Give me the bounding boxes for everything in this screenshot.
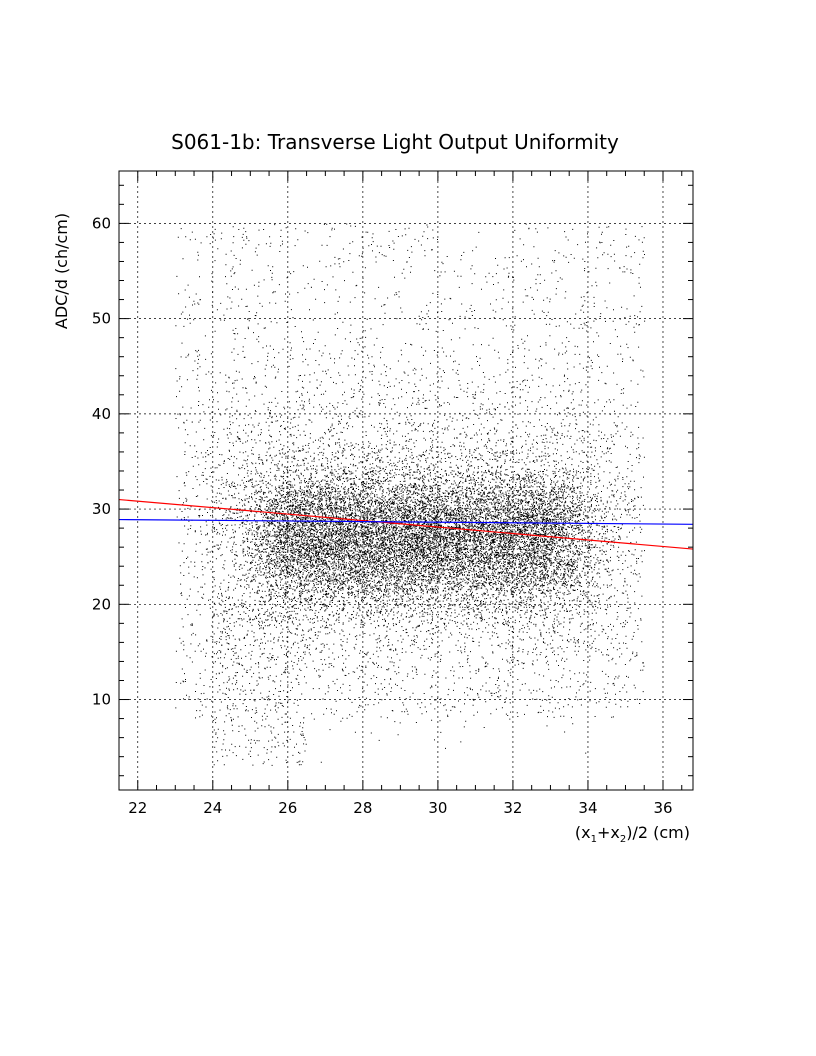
x-axis-label-post: )/2 (cm) (626, 823, 690, 842)
x-tick-label: 30 (428, 799, 447, 817)
y-tick-label: 50 (92, 310, 111, 328)
x-axis-label: (x1+x2)/2 (cm) (575, 823, 690, 845)
x-tick-label: 28 (353, 799, 372, 817)
y-tick-label: 10 (92, 691, 111, 709)
fit-lines (118, 498, 694, 550)
x-tick-label: 24 (203, 799, 222, 817)
y-tick-label: 20 (92, 595, 111, 613)
x-axis-label-sub2: 2 (620, 834, 626, 845)
y-tick-label: 40 (92, 405, 111, 423)
x-axis-label-pre: (x (575, 823, 591, 842)
plot-frame (118, 170, 694, 791)
y-tick-label: 30 (92, 500, 111, 518)
scatter-points (175, 223, 646, 766)
blue-fit-line (118, 518, 694, 525)
y-axis-label: ADC/d (ch/cm) (52, 213, 71, 329)
x-tick-label: 32 (503, 799, 522, 817)
x-tick-label: 26 (278, 799, 297, 817)
x-tick-label: 36 (653, 799, 672, 817)
x-tick-label: 34 (578, 799, 597, 817)
x-axis-label-mid: +x (597, 823, 620, 842)
x-tick-label: 22 (128, 799, 147, 817)
data-points (175, 223, 646, 766)
grid-lines (119, 171, 693, 790)
y-tick-label: 60 (92, 214, 111, 232)
red-fit-line (118, 498, 694, 550)
chart-title: S061-1b: Transverse Light Output Uniform… (171, 130, 619, 154)
x-axis-label-sub1: 1 (591, 834, 597, 845)
tick-labels: 22 24 26 28 30 32 34 36 10 20 30 40 50 60 (92, 214, 673, 817)
axes (118, 170, 694, 791)
